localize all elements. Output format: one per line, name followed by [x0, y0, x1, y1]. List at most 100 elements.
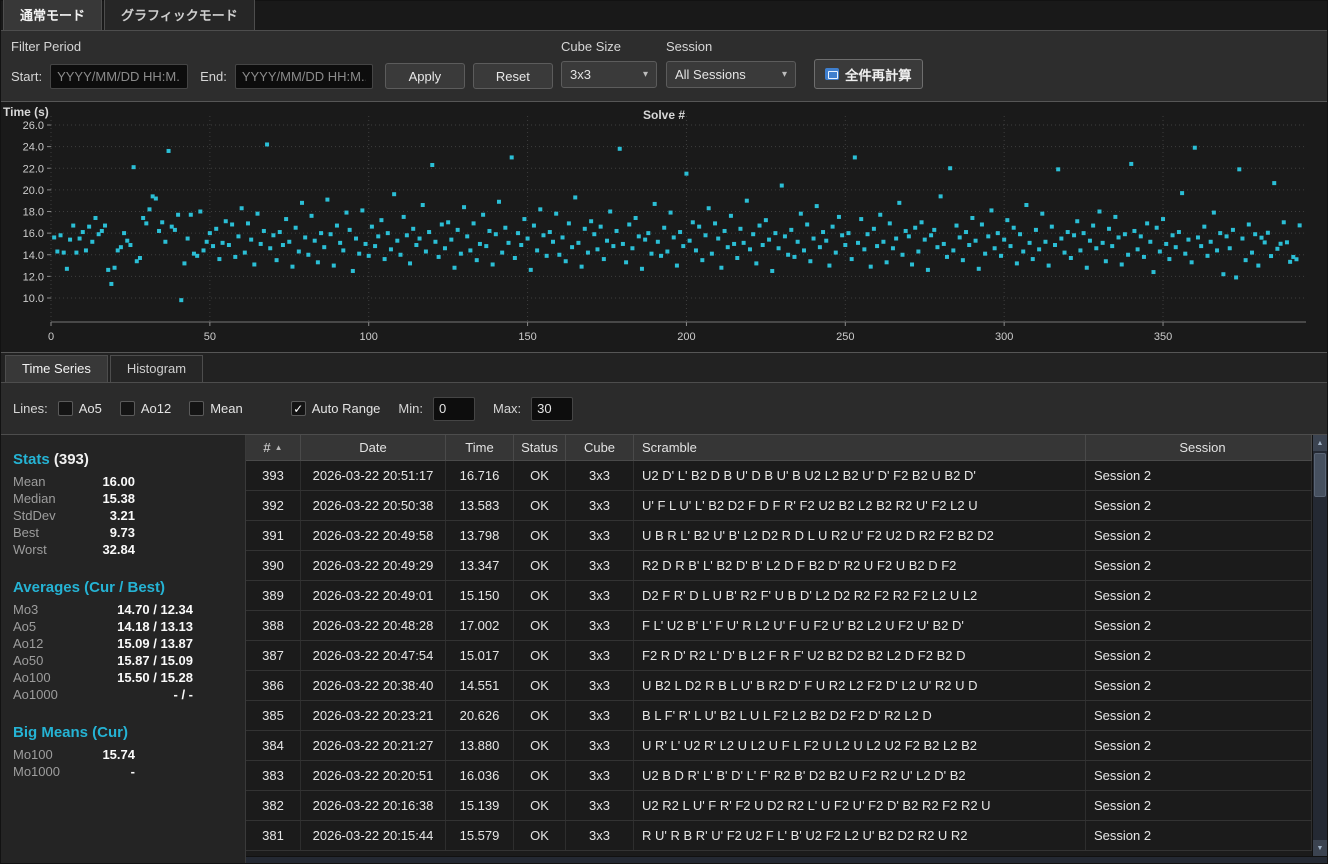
stat-row: Ao10015.50 / 15.28: [13, 670, 233, 685]
table-cell: OK: [514, 581, 566, 610]
max-input[interactable]: [531, 397, 573, 421]
column-header-date[interactable]: Date: [301, 435, 446, 460]
svg-text:18.0: 18.0: [23, 207, 44, 219]
recalculate-all-button[interactable]: 全件再計算: [814, 59, 923, 89]
ao5-checkbox[interactable]: ✓ Ao5: [58, 401, 102, 416]
table-cell: F2 R D' R2 L' D' B L2 F R F' U2 B2 D2 B2…: [634, 641, 1086, 670]
tab-normal-mode[interactable]: 通常モード: [3, 0, 102, 30]
auto-range-checkbox-label: Auto Range: [312, 401, 381, 416]
column-header-session[interactable]: Session: [1086, 435, 1312, 460]
stat-row: Ao5015.87 / 15.09: [13, 653, 233, 668]
column-header-scramble[interactable]: Scramble: [634, 435, 1086, 460]
table-cell: 2026-03-22 20:51:17: [301, 461, 446, 490]
table-row[interactable]: 3912026-03-22 20:49:5813.798OK3x3U B R L…: [246, 521, 1312, 551]
table-row[interactable]: 3812026-03-22 20:15:4415.579OK3x3R U' R …: [246, 821, 1312, 851]
table-row[interactable]: 3932026-03-22 20:51:1716.716OK3x3U2 D' L…: [246, 461, 1312, 491]
table-cell: 3x3: [566, 641, 634, 670]
scroll-up-button[interactable]: ▲: [1313, 435, 1327, 451]
table-cell: Session 2: [1086, 551, 1312, 580]
table-cell: 3x3: [566, 491, 634, 520]
checkbox-icon: ✓: [120, 401, 135, 416]
column-header-time[interactable]: Time: [446, 435, 514, 460]
table-row[interactable]: 3842026-03-22 20:21:2713.880OK3x3U R' L'…: [246, 731, 1312, 761]
filter-period-label: Filter Period: [11, 39, 81, 54]
table-cell: 2026-03-22 20:49:29: [301, 551, 446, 580]
table-row[interactable]: 3862026-03-22 20:38:4014.551OK3x3U B2 L …: [246, 671, 1312, 701]
table-cell: 387: [246, 641, 301, 670]
table-cell: 3x3: [566, 521, 634, 550]
svg-text:22.0: 22.0: [23, 163, 44, 175]
table-row[interactable]: 3902026-03-22 20:49:2913.347OK3x3R2 D R …: [246, 551, 1312, 581]
scrollbar-thumb[interactable]: [1314, 453, 1326, 497]
apply-button[interactable]: Apply: [385, 63, 465, 89]
vertical-scrollbar[interactable]: ▲ ▼: [1312, 435, 1327, 856]
table-cell: Session 2: [1086, 461, 1312, 490]
scrollbar-track[interactable]: [1313, 451, 1327, 840]
table-row[interactable]: 3882026-03-22 20:48:2817.002OK3x3F L' U2…: [246, 611, 1312, 641]
table-cell: 2026-03-22 20:50:38: [301, 491, 446, 520]
table-cell: B L F' R' L U' B2 L U L F2 L2 B2 D2 F2 D…: [634, 701, 1086, 730]
stat-row: Worst32.84: [13, 542, 233, 557]
table-row[interactable]: 3832026-03-22 20:20:5116.036OK3x3U2 B D …: [246, 761, 1312, 791]
tab-histogram[interactable]: Histogram: [110, 355, 203, 382]
svg-text:200: 200: [677, 331, 695, 343]
svg-text:150: 150: [518, 331, 536, 343]
table-cell: 15.017: [446, 641, 514, 670]
scatter-plot: Time (s) Solve # 26.024.022.020.018.016.…: [1, 101, 1327, 353]
table-cell: Session 2: [1086, 491, 1312, 520]
table-cell: Session 2: [1086, 521, 1312, 550]
table-cell: R2 D R B' L' B2 D' B' L2 D F B2 D' R2 U …: [634, 551, 1086, 580]
table-cell: 3x3: [566, 461, 634, 490]
table-cell: 389: [246, 581, 301, 610]
horizontal-scrollbar[interactable]: [246, 856, 1327, 863]
table-cell: Session 2: [1086, 821, 1312, 850]
table-row[interactable]: 3922026-03-22 20:50:3813.583OK3x3U' F L …: [246, 491, 1312, 521]
scroll-down-button[interactable]: ▼: [1313, 840, 1327, 856]
stats-sidebar: Stats (393) Mean16.00Median15.38StdDev3.…: [1, 435, 246, 863]
svg-text:16.0: 16.0: [23, 228, 44, 240]
table-cell: 17.002: [446, 611, 514, 640]
big-means-heading: Big Means (Cur): [13, 724, 233, 741]
column-header-cube[interactable]: Cube: [566, 435, 634, 460]
tab-graphic-mode[interactable]: グラフィックモード: [104, 0, 255, 30]
svg-text:0: 0: [48, 331, 54, 343]
ao12-checkbox-label: Ao12: [141, 401, 171, 416]
table-cell: U R' L' U2 R' L2 U L2 U F L F2 U L2 U L2…: [634, 731, 1086, 760]
min-input[interactable]: [433, 397, 475, 421]
table-cell: 3x3: [566, 731, 634, 760]
svg-text:10.0: 10.0: [23, 293, 44, 305]
end-date-input[interactable]: [235, 64, 373, 89]
table-row[interactable]: 3822026-03-22 20:16:3815.139OK3x3U2 R2 L…: [246, 791, 1312, 821]
session-select[interactable]: All Sessions ▾: [666, 61, 796, 88]
tab-time-series[interactable]: Time Series: [5, 355, 108, 382]
table-cell: 13.347: [446, 551, 514, 580]
cube-size-select[interactable]: 3x3 ▾: [561, 61, 657, 88]
table-cell: 2026-03-22 20:21:27: [301, 731, 446, 760]
table-cell: 3x3: [566, 701, 634, 730]
start-date-input[interactable]: [50, 64, 188, 89]
table-row[interactable]: 3872026-03-22 20:47:5415.017OK3x3F2 R D'…: [246, 641, 1312, 671]
svg-text:300: 300: [995, 331, 1013, 343]
stat-row: Ao1000- / -: [13, 687, 233, 702]
recalculate-icon: [825, 68, 839, 80]
column-header-status[interactable]: Status: [514, 435, 566, 460]
auto-range-checkbox[interactable]: ✓ Auto Range: [291, 401, 381, 416]
chevron-down-icon: ▾: [782, 69, 787, 80]
view-tab-bar: Time Series Histogram: [1, 353, 1327, 383]
column-header-num[interactable]: #▲: [246, 435, 301, 460]
mean-checkbox[interactable]: ✓ Mean: [189, 401, 243, 416]
stat-row: Median15.38: [13, 491, 233, 506]
table-row[interactable]: 3852026-03-22 20:23:2120.626OK3x3B L F' …: [246, 701, 1312, 731]
table-cell: U' F L U' L' B2 D2 F D F R' F2 U2 B2 L2 …: [634, 491, 1086, 520]
svg-text:12.0: 12.0: [23, 271, 44, 283]
stat-row: Ao514.18 / 13.13: [13, 619, 233, 634]
table-cell: 13.798: [446, 521, 514, 550]
ao12-checkbox[interactable]: ✓ Ao12: [120, 401, 171, 416]
table-cell: 13.880: [446, 731, 514, 760]
table-cell: Session 2: [1086, 761, 1312, 790]
table-row[interactable]: 3892026-03-22 20:49:0115.150OK3x3D2 F R'…: [246, 581, 1312, 611]
table-cell: Session 2: [1086, 671, 1312, 700]
reset-button[interactable]: Reset: [473, 63, 553, 89]
start-label: Start:: [11, 69, 42, 84]
table-cell: 393: [246, 461, 301, 490]
